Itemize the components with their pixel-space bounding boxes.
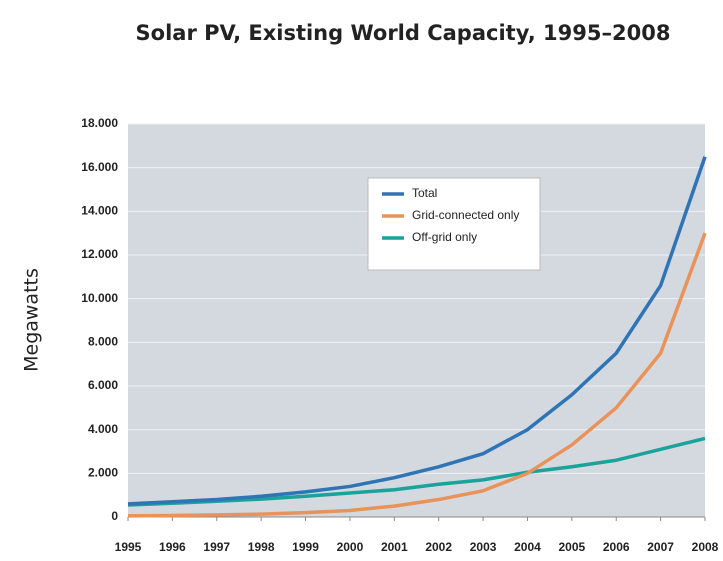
x-tick-label: 1998 <box>248 540 275 554</box>
x-tick-label: 1999 <box>292 540 319 554</box>
x-tick-label: 2003 <box>470 540 497 554</box>
y-tick-label: 0 <box>111 509 118 523</box>
series-line <box>127 232 707 518</box>
y-tick-label: 4.000 <box>88 422 118 436</box>
x-tick-label: 2001 <box>381 540 408 554</box>
x-tick-label: 2006 <box>603 540 630 554</box>
y-tick-label: 10.000 <box>81 291 118 305</box>
series-line <box>127 156 707 506</box>
x-tick-label: 2000 <box>337 540 364 554</box>
legend-box <box>367 177 541 271</box>
chart-title: Solar PV, Existing World Capacity, 1995–… <box>136 21 671 45</box>
x-tick-label: 2004 <box>514 540 541 554</box>
x-tick-label: 1997 <box>203 540 230 554</box>
y-tick-label: 8.000 <box>88 335 118 349</box>
legend-label: Off-grid only <box>412 230 477 244</box>
y-axis-label: Megawatts <box>21 268 43 372</box>
y-tick-label: 12.000 <box>81 247 118 261</box>
x-tick-label: 1995 <box>115 540 142 554</box>
y-tick-label: 18.000 <box>81 116 118 130</box>
y-tick-label: 6.000 <box>88 378 118 392</box>
legend-label: Total <box>412 186 437 200</box>
x-tick-label: 2005 <box>558 540 585 554</box>
x-tick-label: 2008 <box>692 540 719 554</box>
y-tick-label: 14.000 <box>81 204 118 218</box>
x-tick-label: 1996 <box>159 540 186 554</box>
series-line <box>127 436 706 507</box>
legend: Total Grid-connected only Off-grid only <box>367 177 541 271</box>
x-tick-label: 2002 <box>425 540 452 554</box>
y-tick-label: 2.000 <box>88 466 118 480</box>
legend-label: Grid-connected only <box>412 208 519 222</box>
y-tick-label: 16.000 <box>81 160 118 174</box>
x-tick-label: 2007 <box>647 540 674 554</box>
